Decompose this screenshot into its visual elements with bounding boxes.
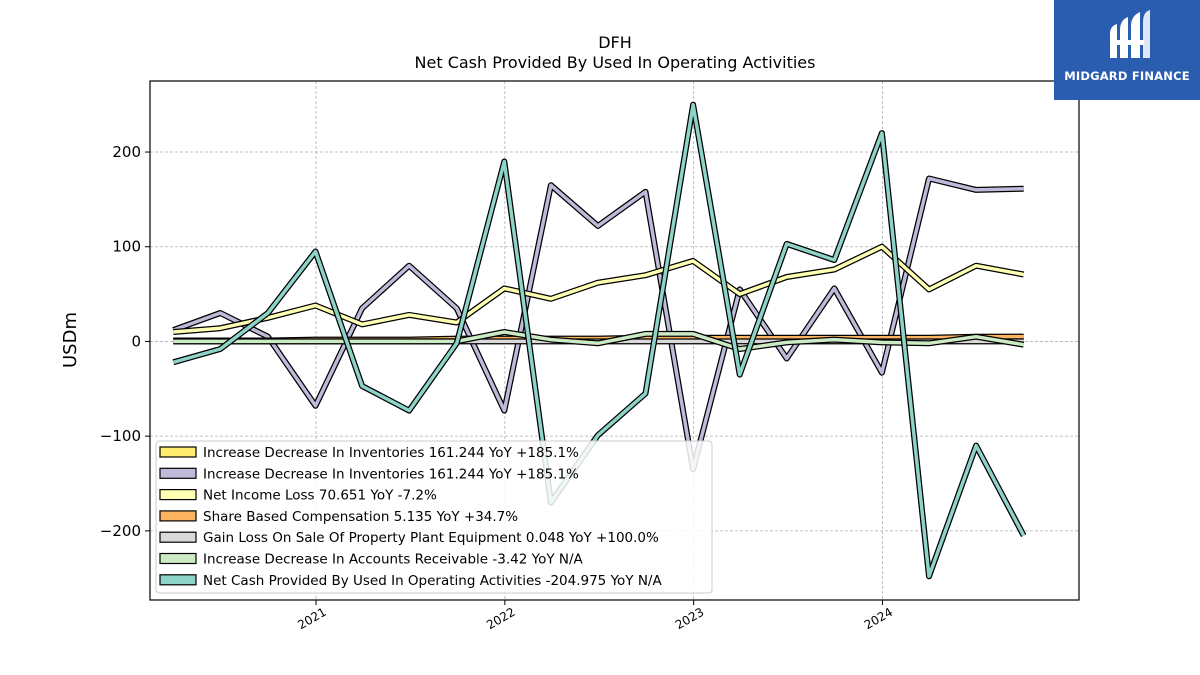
series-line-stroke: [173, 244, 1025, 334]
y-tick-label: −200: [100, 522, 141, 540]
logo-mark-icon: [1110, 10, 1150, 58]
legend-label: Share Based Compensation 5.135 YoY +34.7…: [203, 509, 518, 525]
logo-text: MIDGARD FINANCE: [1064, 69, 1190, 83]
legend-label: Increase Decrease In Inventories 161.244…: [203, 445, 579, 461]
series-line: [172, 101, 1027, 580]
legend-swatch: [159, 510, 197, 522]
y-ticks: −200 −100 0 100 200: [100, 143, 150, 540]
brand-logo: MIDGARD FINANCE: [1054, 0, 1200, 100]
legend-swatch: [159, 574, 197, 586]
y-axis-label: USDm: [60, 312, 81, 368]
x-tick-label: 2024: [862, 605, 895, 632]
legend-swatch: [159, 531, 197, 543]
series-line-stroke: [172, 176, 1024, 472]
chart-subtitle: Net Cash Provided By Used In Operating A…: [415, 53, 816, 72]
x-tick-label: 2021: [295, 605, 328, 632]
legend-swatch: [159, 467, 197, 479]
legend-label: Net Income Loss 70.651 YoY -7.2%: [203, 488, 437, 504]
legend-label: Increase Decrease In Inventories 161.244…: [203, 466, 579, 482]
y-tick-label: 200: [112, 143, 141, 161]
legend-box: [155, 440, 713, 594]
legend-swatch: [159, 552, 197, 565]
y-tick-label: 0: [131, 332, 141, 350]
series-layer: [172, 101, 1027, 580]
legend-swatch: [159, 446, 197, 458]
series-line-stroke: [172, 102, 1026, 579]
legend-label: Increase Decrease In Accounts Receivable…: [203, 552, 584, 568]
legend-swatch: [159, 489, 197, 501]
y-tick-label: −100: [100, 427, 141, 445]
series-line: [173, 329, 1025, 352]
x-tick-label: 2023: [673, 605, 706, 632]
chart-title: DFH: [598, 33, 632, 52]
legend-label: Net Cash Provided By Used In Operating A…: [203, 573, 662, 589]
x-tick-label: 2022: [484, 605, 517, 632]
y-tick-label: 100: [112, 238, 141, 256]
series-line: [173, 243, 1025, 335]
series-line-stroke: [173, 330, 1024, 351]
plot-frame: [149, 80, 1080, 601]
x-ticks: 2021 2022 2023 2024: [295, 600, 895, 632]
series-line-outline: [172, 175, 1024, 473]
legend-label: Gain Loss On Sale Of Property Plant Equi…: [203, 530, 659, 546]
legend: Increase Decrease In Inventories 161.244…: [155, 440, 713, 594]
series-line: [172, 175, 1024, 473]
